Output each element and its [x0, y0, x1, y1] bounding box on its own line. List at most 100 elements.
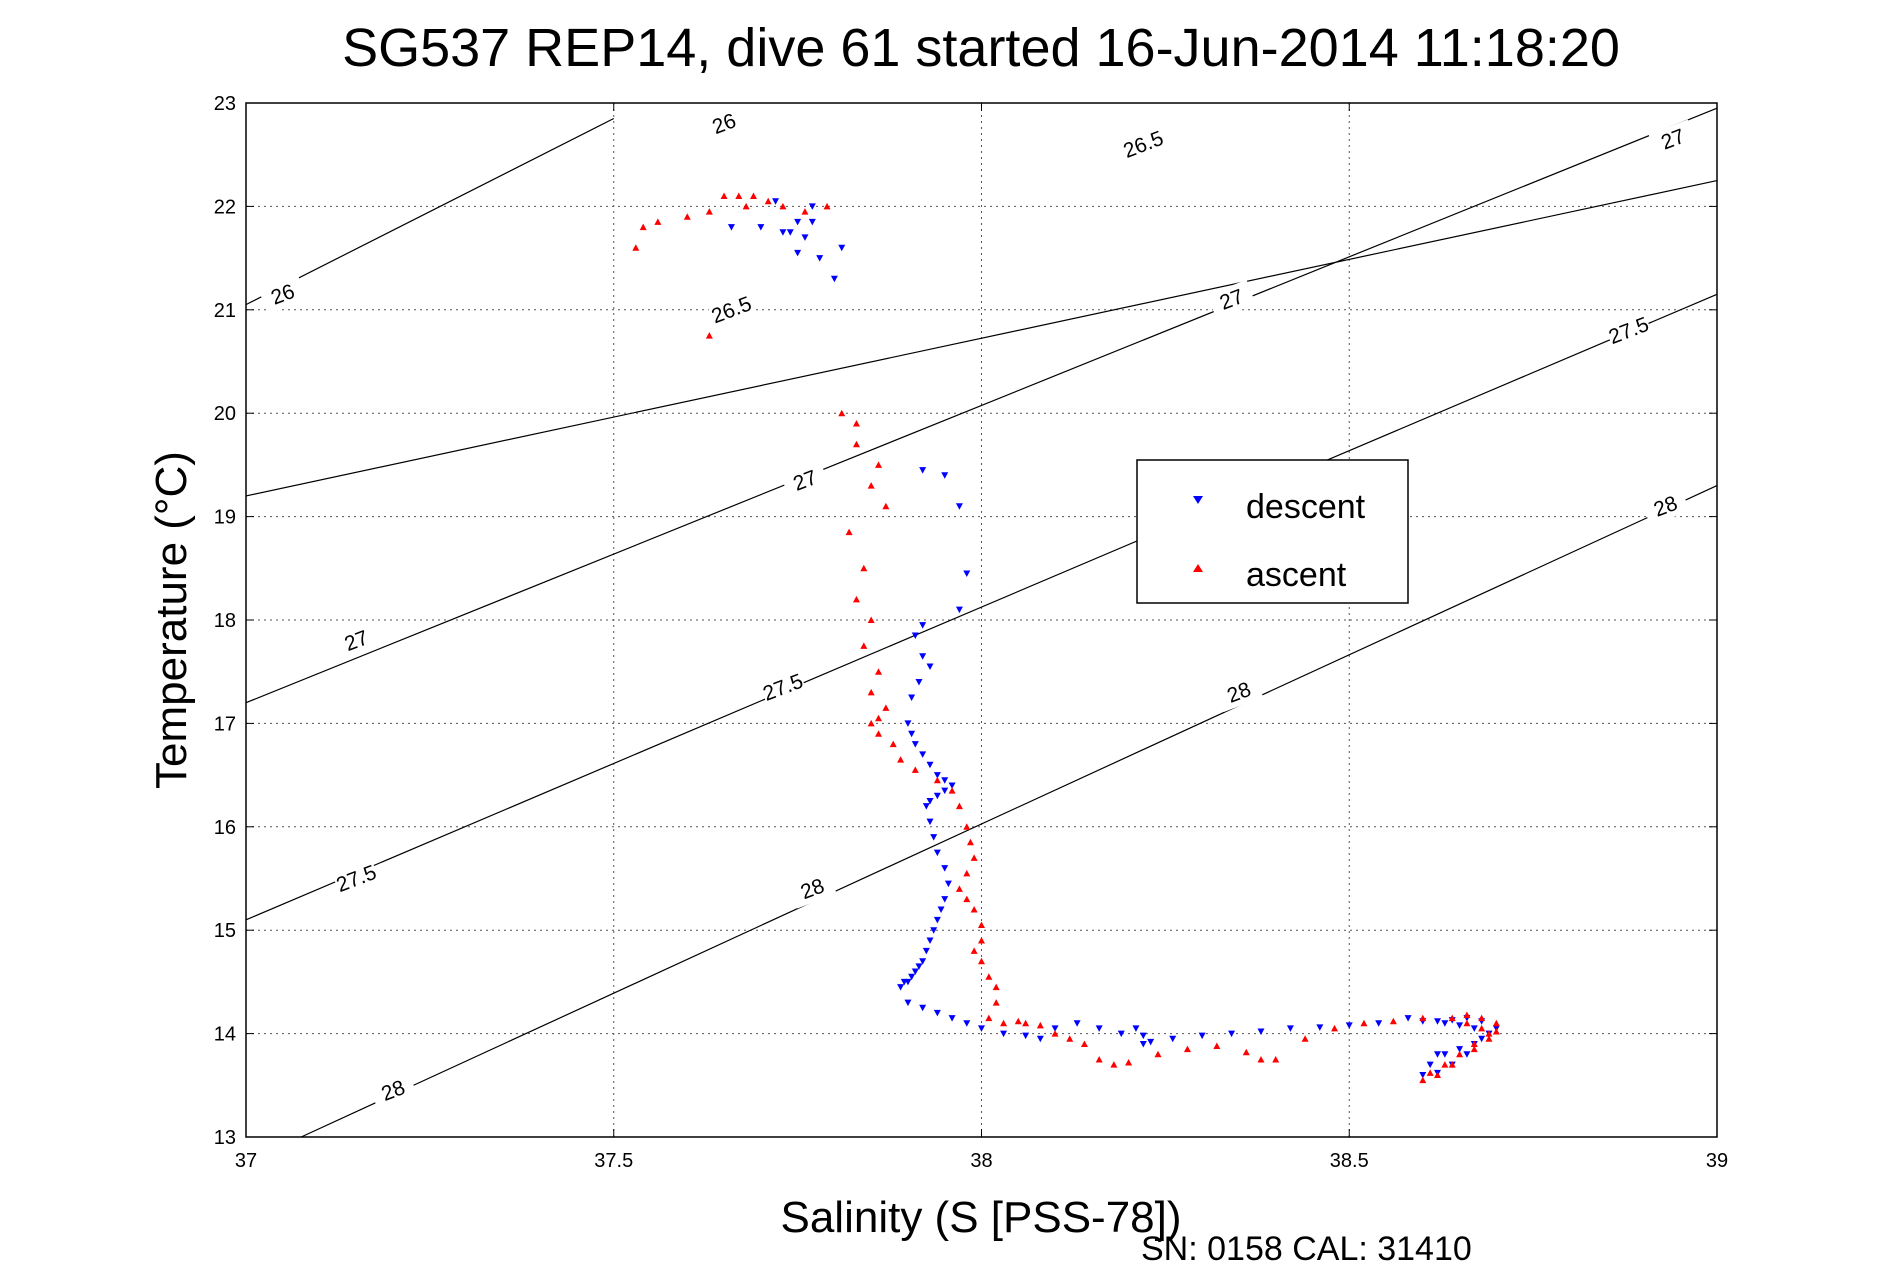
- x-tick-label: 38: [970, 1150, 992, 1172]
- ascent-point: [1080, 1040, 1088, 1047]
- descent-point: [955, 606, 963, 614]
- data-points: [632, 192, 1500, 1084]
- ascent-point: [963, 823, 971, 830]
- y-tick-label: 20: [214, 403, 236, 425]
- ascent-point: [1095, 1055, 1103, 1063]
- ascent-point: [705, 332, 713, 339]
- ascent-point: [1242, 1048, 1250, 1056]
- ascent-point: [1448, 1014, 1456, 1022]
- contour-label-group: 27.5: [332, 858, 381, 899]
- ascent-point: [1441, 1061, 1449, 1068]
- descent-point: [1434, 1051, 1442, 1058]
- descent-point: [1316, 1024, 1324, 1031]
- ascent-point: [735, 192, 743, 200]
- ascent-point: [978, 937, 985, 944]
- descent-point: [933, 772, 941, 779]
- legend-ascent-label: ascent: [1246, 556, 1347, 594]
- descent-point: [794, 218, 802, 226]
- y-tick-label: 23: [214, 93, 236, 115]
- descent-point: [1286, 1025, 1294, 1032]
- ascent-point: [852, 440, 860, 448]
- ascent-point: [1183, 1045, 1191, 1053]
- ascent-point: [852, 420, 860, 427]
- descent-point: [727, 224, 735, 231]
- ascent-point: [845, 528, 853, 536]
- descent-point: [1478, 1035, 1486, 1043]
- descent-point: [1147, 1038, 1155, 1046]
- descent-point: [1426, 1061, 1434, 1069]
- descent-point: [801, 234, 809, 241]
- ascent-point: [639, 223, 647, 231]
- x-tick-label: 37: [235, 1150, 257, 1172]
- descent-point: [904, 720, 912, 727]
- ascent-point: [1360, 1019, 1368, 1027]
- ascent-point: [985, 973, 993, 980]
- descent-point: [941, 865, 949, 872]
- ascent-point: [955, 802, 963, 810]
- descent-point: [1404, 1015, 1412, 1022]
- descent-point: [915, 963, 923, 970]
- ascent-point: [966, 838, 974, 846]
- ascent-point: [1478, 1014, 1486, 1022]
- descent-point: [919, 958, 927, 965]
- descent-point: [908, 730, 916, 738]
- descent-point: [930, 834, 938, 841]
- contour-label-bg: [1214, 672, 1264, 713]
- descent-point: [1139, 1032, 1147, 1040]
- contour-label-bg: [332, 858, 381, 899]
- ascent-point: [889, 740, 897, 748]
- descent-point: [926, 818, 934, 826]
- chart-title: SG537 REP14, dive 61 started 16-Jun-2014…: [342, 18, 1620, 78]
- descent-point: [941, 777, 949, 784]
- contour-label-bg: [758, 667, 808, 707]
- ascent-point: [1448, 1061, 1456, 1068]
- instrument-footer: SN: 0158 CAL: 31410: [1141, 1230, 1472, 1262]
- descent-point: [926, 761, 934, 769]
- grid-lines: [246, 103, 1717, 1137]
- ascent-point: [1478, 1024, 1486, 1032]
- y-tick-label: 17: [214, 713, 236, 735]
- ascent-point: [838, 409, 846, 417]
- descent-point: [1117, 1030, 1125, 1038]
- ascent-point: [1485, 1030, 1493, 1037]
- ascent-point: [852, 595, 860, 603]
- ascent-point: [933, 776, 941, 784]
- descent-point: [955, 503, 963, 510]
- ascent-point: [1463, 1011, 1471, 1018]
- x-tick-label: 38.5: [1330, 1150, 1369, 1172]
- descent-point: [1000, 1030, 1008, 1038]
- descent-point: [757, 224, 765, 231]
- ascent-point: [992, 983, 1000, 991]
- descent-point: [1139, 1040, 1147, 1048]
- descent-point: [1441, 1051, 1449, 1058]
- x-axis-ticks: 37 37.5 38 38.5 39: [235, 103, 1728, 1172]
- ascent-point: [654, 218, 662, 225]
- descent-point: [900, 978, 908, 986]
- descent-point: [1036, 1035, 1044, 1043]
- ascent-point: [1419, 1076, 1427, 1084]
- descent-point: [779, 229, 787, 236]
- ascent-point: [1014, 1017, 1022, 1025]
- ascent-point: [882, 502, 890, 510]
- descent-point: [944, 880, 952, 888]
- ascent-point: [1022, 1019, 1030, 1027]
- y-tick-label: 15: [214, 920, 236, 942]
- ascent-point: [683, 213, 691, 220]
- descent-point: [911, 632, 919, 640]
- ascent-point: [985, 1014, 993, 1022]
- ascent-point: [970, 947, 978, 954]
- ascent-point: [749, 192, 757, 200]
- ascent-point: [860, 642, 868, 649]
- ascent-point: [1301, 1035, 1309, 1042]
- descent-point: [794, 249, 802, 257]
- descent-point: [1345, 1022, 1353, 1029]
- ascent-point: [875, 461, 883, 468]
- contour-label-group: 28: [1214, 672, 1264, 713]
- descent-point: [930, 927, 938, 934]
- descent-point: [919, 467, 927, 474]
- descent-point: [1434, 1018, 1442, 1025]
- y-tick-label: 13: [214, 1127, 236, 1149]
